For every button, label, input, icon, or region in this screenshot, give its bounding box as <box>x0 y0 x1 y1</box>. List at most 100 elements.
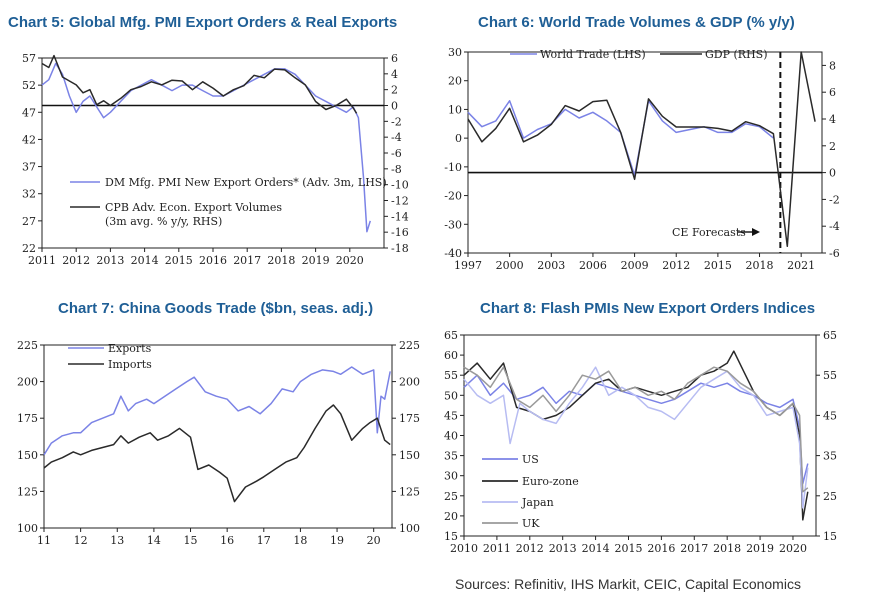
chart5-legend-label-cpb-2: (3m avg. % y/y, RHS) <box>105 215 222 228</box>
chart5-right-tick-label: -6 <box>391 147 402 160</box>
chart5-left-tick-label: 52 <box>22 79 36 92</box>
chart8-left-tick-label: 40 <box>444 430 458 443</box>
chart5-left-tick-label: 42 <box>22 133 36 146</box>
chart8-x-tick-label: 2014 <box>582 542 610 555</box>
chart5-x-tick-label: 2018 <box>267 254 295 267</box>
chart5-x-tick-label: 2014 <box>131 254 159 267</box>
chart8-right-tick-label: 35 <box>823 450 837 463</box>
chart6-right-tick-label: 6 <box>829 86 836 99</box>
chart5-right-tick-label: -10 <box>391 179 409 192</box>
chart6-x-tick-label: 2021 <box>787 259 815 272</box>
chart7-left-tick-label: 100 <box>17 522 38 535</box>
chart5-left-tick-label: 32 <box>22 188 36 201</box>
chart6-left-tick-label: 30 <box>448 46 462 59</box>
chart7-x-tick-label: 15 <box>184 534 198 547</box>
chart8-x-tick-label: 2019 <box>746 542 774 555</box>
chart7-plot-frame <box>43 344 393 529</box>
chart7-x-tick-label: 16 <box>220 534 234 547</box>
chart5-left-tick-label: 57 <box>22 52 36 65</box>
chart6-right-tick-label: -4 <box>829 220 840 233</box>
chart8-x-tick-label: 2020 <box>779 542 807 555</box>
chart8-left-tick-label: 65 <box>444 329 458 342</box>
chart8-left-tick-label: 25 <box>444 490 458 503</box>
chart7-left-tick-label: 150 <box>17 449 38 462</box>
chart5-x-tick-label: 2017 <box>233 254 261 267</box>
chart8-series-3-line <box>463 366 809 493</box>
chart8-x-tick-label: 2017 <box>680 542 708 555</box>
chart8-right-tick-label: 65 <box>823 329 837 342</box>
chart7-right-tick-label: 150 <box>399 449 420 462</box>
chart8-series-1-line <box>463 350 809 521</box>
chart6-legend-label-trade: World Trade (LHS) <box>540 48 646 61</box>
chart5-right-tick-label: 4 <box>391 68 398 81</box>
chart6-x-tick-label: 2015 <box>704 259 732 272</box>
chart5-left-tick-label: 47 <box>22 106 36 119</box>
chart8-left-tick-label: 15 <box>444 530 458 543</box>
chart6-left-tick-label: 10 <box>448 103 462 116</box>
chart5-right-tick-label: -4 <box>391 131 402 144</box>
chart8-left-tick-label: 30 <box>444 470 458 483</box>
chart8-legend-label-3: UK <box>522 517 540 530</box>
chart6-left-tick-label: 0 <box>455 132 462 145</box>
chart7-left-tick-label: 200 <box>17 376 38 389</box>
chart8-right-tick-label: 25 <box>823 490 837 503</box>
chart8-right-tick-label: 55 <box>823 369 837 382</box>
chart5-left-tick-label: 37 <box>22 161 36 174</box>
chart6-x-tick-label: 2003 <box>537 259 565 272</box>
chart5-right-tick-label: -16 <box>391 226 409 239</box>
chart5-right-tick-label: -18 <box>391 242 409 255</box>
chart6-left-tick-label: -10 <box>444 161 462 174</box>
chart7-right-tick-label: 175 <box>399 412 420 425</box>
chart6-left-tick-label: -30 <box>444 218 462 231</box>
chart7-series-0-line <box>43 366 391 456</box>
chart8-right-tick-label: 45 <box>823 409 837 422</box>
chart7-x-tick-label: 20 <box>367 534 381 547</box>
chart5-title: Chart 5: Global Mfg. PMI Export Orders &… <box>8 14 398 31</box>
chart6-plot-frame <box>467 51 823 254</box>
chart5-x-tick-label: 2016 <box>199 254 227 267</box>
chart8-left-tick-label: 20 <box>444 510 458 523</box>
chart7-x-tick-label: 14 <box>147 534 161 547</box>
chart5-right-tick-label: -12 <box>391 195 409 208</box>
chart8-x-tick-label: 2012 <box>516 542 544 555</box>
chart6-legend-label-gdp: GDP (RHS) <box>705 48 768 61</box>
chart6-x-tick-label: 2000 <box>496 259 524 272</box>
chart7-x-tick-label: 13 <box>110 534 124 547</box>
chart5-x-tick-label: 2012 <box>62 254 90 267</box>
chart8-right-tick-label: 15 <box>823 530 837 543</box>
chart6-annotation-ce-forecasts: CE Forecasts <box>672 226 746 239</box>
chart7-left-tick-label: 175 <box>17 412 38 425</box>
chart6-x-tick-label: 2018 <box>746 259 774 272</box>
chart7-x-tick-label: 12 <box>74 534 88 547</box>
chart8-left-tick-label: 50 <box>444 389 458 402</box>
chart5-right-tick-label: -2 <box>391 115 402 128</box>
chart5-series-1-line <box>41 54 358 114</box>
chart6-title: Chart 6: World Trade Volumes & GDP (% y/… <box>478 14 795 31</box>
chart7-x-tick-label: 18 <box>293 534 307 547</box>
chart5-right-tick-label: 6 <box>391 52 398 65</box>
chart5-left-tick-label: 27 <box>22 215 36 228</box>
chart6-left-tick-label: 20 <box>448 75 462 88</box>
chart8-series-2-line <box>463 366 809 509</box>
chart6-series-1-line <box>467 51 816 248</box>
source-note: Sources: Refinitiv, IHS Markit, CEIC, Ca… <box>455 576 801 592</box>
chart8-x-tick-label: 2015 <box>614 542 642 555</box>
chart5-x-tick-label: 2011 <box>28 254 56 267</box>
chart8-legend-label-1: Euro-zone <box>522 475 579 488</box>
chart6-right-tick-label: 8 <box>829 59 836 72</box>
chart5-legend-label-pmi: DM Mfg. PMI New Export Orders* (Adv. 3m,… <box>105 176 387 189</box>
chart7-left-tick-label: 225 <box>17 339 38 352</box>
chart7-x-tick-label: 11 <box>37 534 51 547</box>
chart5-right-tick-label: -14 <box>391 210 409 223</box>
chart8-x-tick-label: 2010 <box>450 542 478 555</box>
chart6-left-tick-label: -40 <box>444 247 462 260</box>
chart6-left-tick-label: -20 <box>444 190 462 203</box>
chart7-right-tick-label: 225 <box>399 339 420 352</box>
chart6-x-tick-label: 1997 <box>454 259 482 272</box>
chart6-right-tick-label: 4 <box>829 113 836 126</box>
chart5-right-tick-label: 0 <box>391 100 398 113</box>
chart8: 15 20 25 30 35 40 45 50 55 60 65 15 25 35 45 55 65 2010 20… <box>444 329 837 555</box>
chart6-x-tick-label: 2006 <box>579 259 607 272</box>
chart6-right-tick-label: -2 <box>829 193 840 206</box>
